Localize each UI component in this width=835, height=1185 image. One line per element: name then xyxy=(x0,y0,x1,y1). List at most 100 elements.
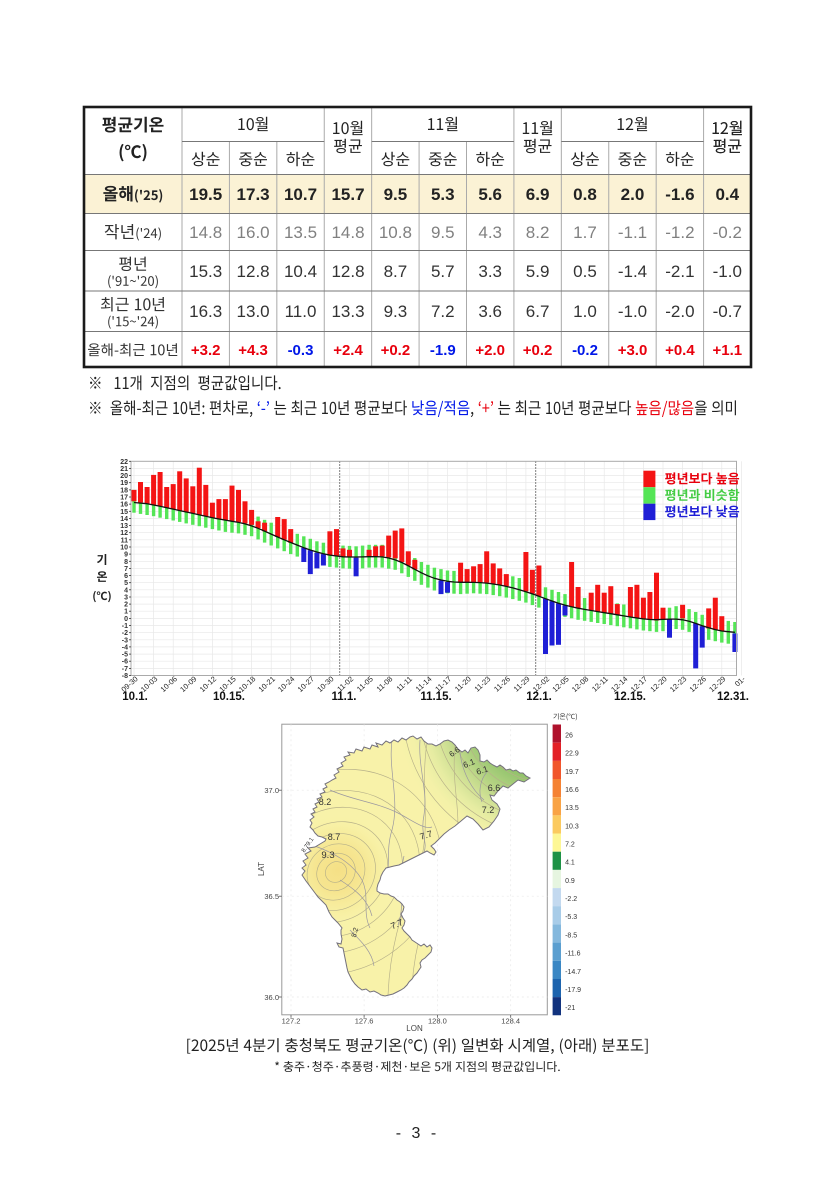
svg-text:-2.1: -2.1 xyxy=(665,262,694,281)
svg-text:14.8: 14.8 xyxy=(189,223,222,242)
svg-text:7: 7 xyxy=(124,566,128,573)
svg-text:0: 0 xyxy=(124,616,128,623)
svg-text:15: 15 xyxy=(120,509,128,516)
svg-text:127.2: 127.2 xyxy=(282,1017,301,1026)
svg-text:12-08: 12-08 xyxy=(570,674,590,694)
svg-text:+0.2: +0.2 xyxy=(523,342,553,359)
svg-text:9.5: 9.5 xyxy=(431,223,455,242)
svg-text:10.4: 10.4 xyxy=(284,262,317,281)
svg-text:12.1.: 12.1. xyxy=(526,691,552,703)
svg-text:19: 19 xyxy=(120,480,128,487)
svg-text:7.2: 7.2 xyxy=(565,842,575,849)
svg-text:12-11: 12-11 xyxy=(590,674,610,693)
svg-text:-2.0: -2.0 xyxy=(665,302,694,321)
svg-text:10-27: 10-27 xyxy=(296,674,316,694)
svg-text:11.1.: 11.1. xyxy=(332,691,357,703)
svg-text:11: 11 xyxy=(121,537,129,544)
svg-text:2: 2 xyxy=(124,602,128,609)
svg-text:4.1: 4.1 xyxy=(565,860,575,867)
svg-text:8.2: 8.2 xyxy=(526,223,550,242)
svg-text:13.5: 13.5 xyxy=(284,223,317,242)
svg-text:7.2: 7.2 xyxy=(482,805,495,815)
svg-text:-0.3: -0.3 xyxy=(288,342,314,359)
svg-text:16.6: 16.6 xyxy=(565,787,579,794)
svg-text:+2.4: +2.4 xyxy=(333,342,363,359)
svg-text:26: 26 xyxy=(565,733,573,740)
svg-text:LON: LON xyxy=(406,1024,423,1033)
svg-text:- 3 -: - 3 - xyxy=(396,1125,439,1142)
svg-text:16: 16 xyxy=(120,502,128,509)
svg-text:22.9: 22.9 xyxy=(565,751,579,758)
svg-text:2.0: 2.0 xyxy=(621,185,645,204)
svg-text:0.4: 0.4 xyxy=(715,185,739,204)
svg-text:11-20: 11-20 xyxy=(453,674,473,693)
svg-text:-6: -6 xyxy=(122,659,128,666)
svg-text:+1.1: +1.1 xyxy=(712,342,742,359)
svg-text:8.2: 8.2 xyxy=(351,927,360,938)
svg-text:9.5: 9.5 xyxy=(384,185,408,204)
svg-text:36.0: 36.0 xyxy=(264,993,279,1002)
svg-text:127.6: 127.6 xyxy=(355,1017,374,1026)
svg-text:5.6: 5.6 xyxy=(478,185,502,204)
svg-text:-4: -4 xyxy=(122,644,128,651)
svg-text:19.5: 19.5 xyxy=(189,185,222,204)
svg-text:-14.7: -14.7 xyxy=(565,969,581,976)
svg-text:36.5: 36.5 xyxy=(264,892,279,901)
svg-text:22: 22 xyxy=(120,459,128,466)
svg-text:128.0: 128.0 xyxy=(428,1017,447,1026)
svg-text:19.7: 19.7 xyxy=(565,769,579,776)
svg-text:9: 9 xyxy=(124,552,128,559)
svg-text:4.3: 4.3 xyxy=(478,223,502,242)
svg-text:6: 6 xyxy=(124,573,128,580)
svg-text:37.0: 37.0 xyxy=(264,786,279,795)
svg-text:01-: 01- xyxy=(733,674,747,688)
svg-text:-1.0: -1.0 xyxy=(618,302,647,321)
svg-text:12-26: 12-26 xyxy=(688,674,708,694)
svg-text:-1.0: -1.0 xyxy=(713,262,742,281)
svg-text:6.1: 6.1 xyxy=(462,756,477,770)
svg-text:5: 5 xyxy=(124,580,128,587)
svg-text:11-05: 11-05 xyxy=(355,674,375,693)
svg-text:1.0: 1.0 xyxy=(573,302,597,321)
svg-text:6.1: 6.1 xyxy=(475,763,490,776)
svg-text:16.0: 16.0 xyxy=(237,223,270,242)
svg-text:10.15.: 10.15. xyxy=(213,691,245,703)
svg-text:9.3: 9.3 xyxy=(321,850,334,861)
svg-text:11-11: 11-11 xyxy=(395,674,414,693)
svg-text:8.2: 8.2 xyxy=(319,797,332,807)
svg-text:-2: -2 xyxy=(122,630,128,637)
svg-text:8: 8 xyxy=(124,559,128,566)
svg-text:6.6: 6.6 xyxy=(488,783,501,793)
svg-text:-3: -3 xyxy=(122,637,128,644)
svg-text:12.15.: 12.15. xyxy=(614,691,646,703)
svg-text:-7: -7 xyxy=(122,666,128,673)
svg-text:7.7: 7.7 xyxy=(389,917,404,931)
svg-text:15.7: 15.7 xyxy=(331,185,364,204)
svg-text:10: 10 xyxy=(120,545,128,552)
svg-text:-0.2: -0.2 xyxy=(572,342,598,359)
svg-text:12: 12 xyxy=(120,530,128,537)
svg-text:18: 18 xyxy=(120,487,128,494)
svg-text:11.15.: 11.15. xyxy=(420,691,451,703)
svg-text:0.5: 0.5 xyxy=(573,262,597,281)
svg-text:1: 1 xyxy=(124,609,128,616)
svg-text:7.2: 7.2 xyxy=(431,302,455,321)
svg-text:12-23: 12-23 xyxy=(668,674,688,694)
svg-text:12.8: 12.8 xyxy=(237,262,270,281)
svg-text:+4.3: +4.3 xyxy=(238,342,268,359)
svg-text:5.9: 5.9 xyxy=(526,262,550,281)
svg-text:-1.4: -1.4 xyxy=(618,262,647,281)
svg-text:+3.2: +3.2 xyxy=(191,342,221,359)
svg-text:10.8: 10.8 xyxy=(379,223,412,242)
svg-text:-1.6: -1.6 xyxy=(665,185,694,204)
svg-text:-5: -5 xyxy=(122,652,128,659)
svg-text:14: 14 xyxy=(120,516,128,523)
svg-text:-21: -21 xyxy=(565,1005,575,1012)
svg-text:-0.7: -0.7 xyxy=(713,302,742,321)
svg-text:0.8: 0.8 xyxy=(573,185,597,204)
svg-text:16.3: 16.3 xyxy=(189,302,222,321)
svg-text:11-26: 11-26 xyxy=(492,674,512,693)
svg-text:-1: -1 xyxy=(122,623,128,630)
svg-text:3: 3 xyxy=(124,595,128,602)
svg-text:12-05: 12-05 xyxy=(550,674,570,694)
